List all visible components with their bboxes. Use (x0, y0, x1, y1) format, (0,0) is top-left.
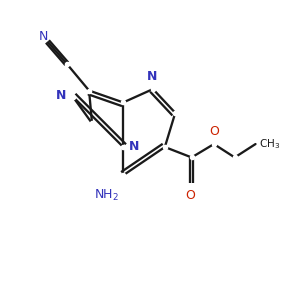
Text: N: N (147, 70, 158, 83)
Text: CH$_3$: CH$_3$ (259, 137, 280, 151)
Text: N: N (129, 140, 139, 153)
Text: N: N (38, 30, 48, 43)
Text: NH$_2$: NH$_2$ (94, 188, 119, 203)
Text: O: O (185, 189, 195, 202)
Text: N: N (56, 89, 66, 102)
Text: O: O (210, 124, 219, 137)
